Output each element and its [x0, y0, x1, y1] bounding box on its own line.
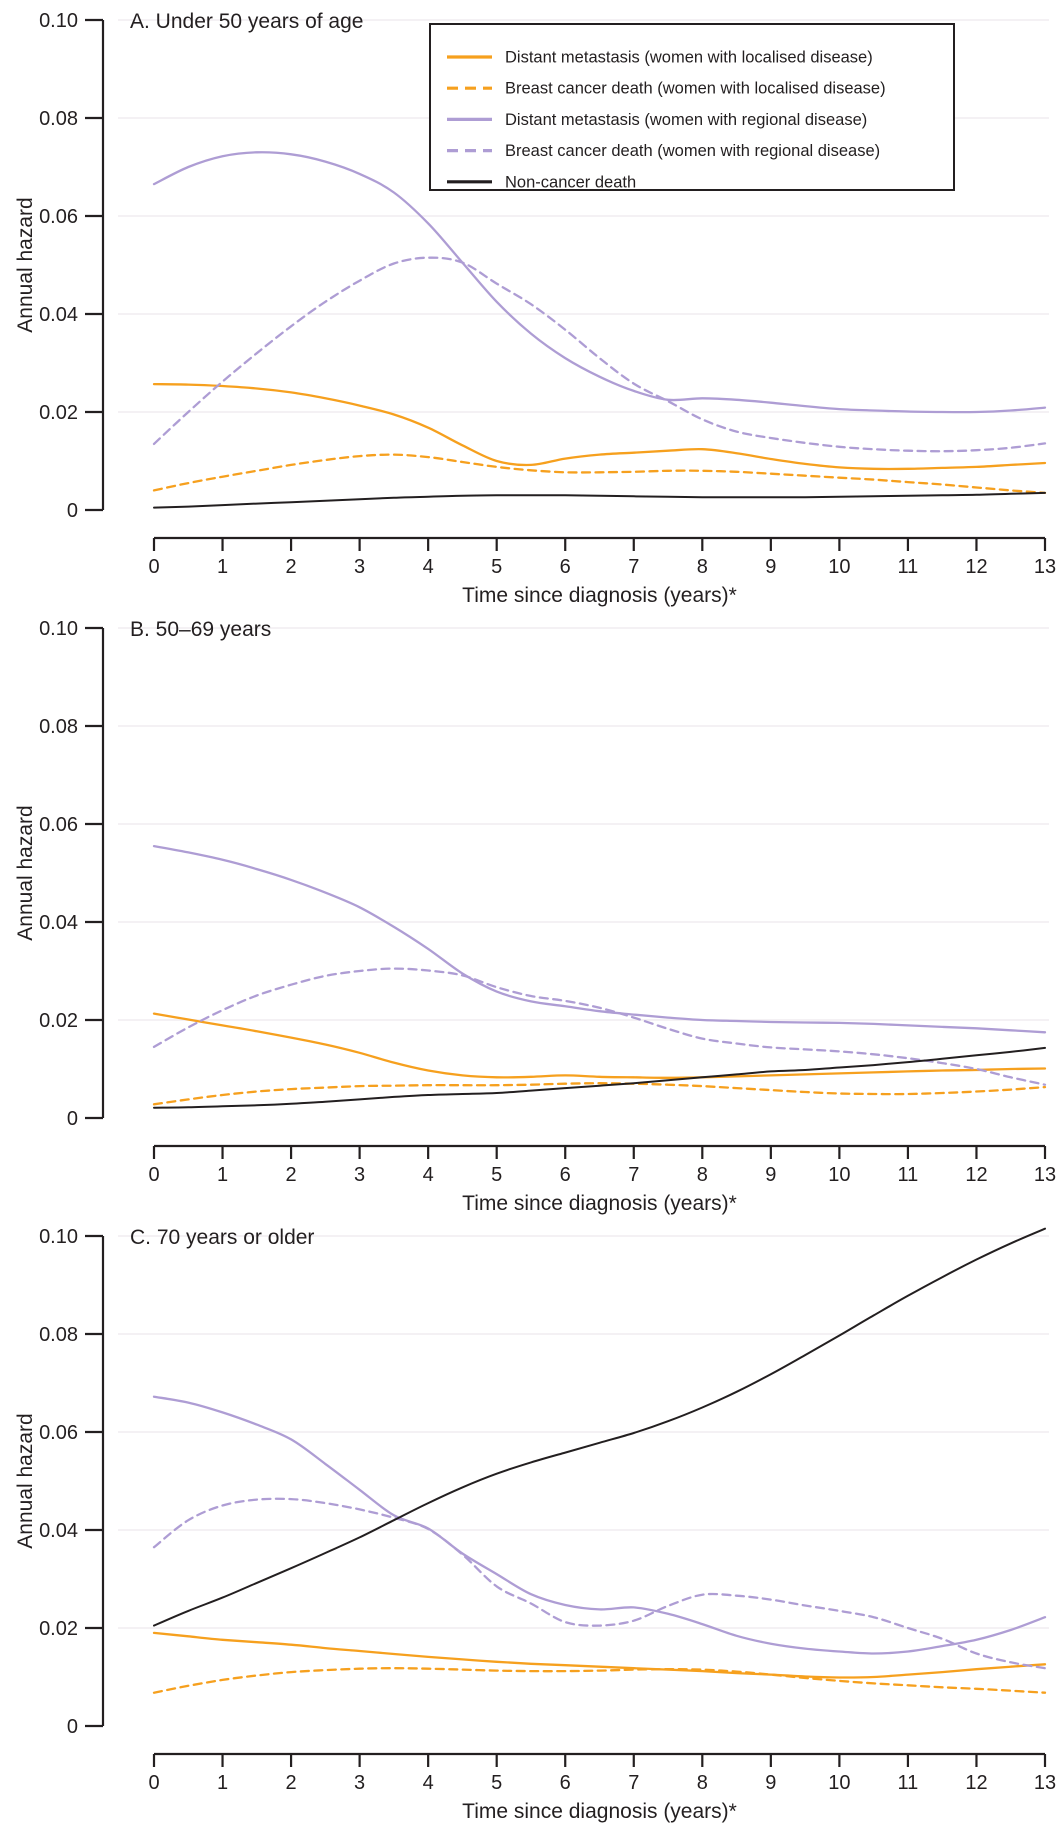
series-line — [152, 1631, 1047, 1679]
x-tick-label: 13 — [1034, 556, 1056, 578]
x-tick-label: 2 — [286, 1772, 297, 1794]
series-line — [152, 844, 1047, 1034]
y-tick-label: 0 — [67, 1716, 78, 1738]
x-tick-label: 4 — [423, 1164, 434, 1186]
series-line — [152, 1667, 1047, 1694]
x-tick-label: 12 — [965, 1164, 987, 1186]
x-tick-label: 8 — [697, 556, 708, 578]
series-line — [152, 453, 1047, 495]
x-tick-label: 10 — [828, 1772, 850, 1794]
x-tick-label: 11 — [898, 556, 919, 578]
y-tick-label: 0.06 — [39, 814, 78, 836]
y-tick-label: 0 — [67, 1108, 78, 1130]
x-axis-title: Time since diagnosis (years)* — [462, 1800, 737, 1823]
x-tick-label: 8 — [697, 1772, 708, 1794]
y-tick-label: 0.02 — [39, 1618, 78, 1640]
x-axis-title: Time since diagnosis (years)* — [462, 1192, 737, 1215]
y-tick-label: 0.10 — [39, 1226, 78, 1248]
y-tick-label: 0.06 — [39, 206, 78, 228]
x-tick-label: 13 — [1034, 1164, 1056, 1186]
x-tick-label: 6 — [560, 1164, 571, 1186]
y-tick-label: 0.02 — [39, 402, 78, 424]
x-tick-label: 3 — [354, 1772, 365, 1794]
x-tick-label: 2 — [286, 556, 297, 578]
x-tick-label: 9 — [765, 1772, 776, 1794]
y-tick-label: 0.04 — [39, 304, 78, 326]
x-tick-label: 7 — [628, 1772, 639, 1794]
panel-a: 0 0.02 0.04 0.06 0.08 0.10 Annual hazard 0 1 2 3 4 5… — [0, 0, 1064, 608]
x-tick-label: 4 — [423, 1772, 434, 1794]
y-tick-label: 0.04 — [39, 912, 78, 934]
x-tick-label: 7 — [628, 1164, 639, 1186]
y-tick-label: 0 — [67, 500, 78, 522]
y-tick-label: 0.02 — [39, 1010, 78, 1032]
x-tick-label: 5 — [491, 1164, 502, 1186]
panel-c: 0 0.02 0.04 0.06 0.08 0.10 Annual hazard 0 1 2 3 4 5… — [0, 1216, 1064, 1824]
x-tick-label: 11 — [898, 1772, 919, 1794]
x-tick-label: 5 — [491, 556, 502, 578]
x-tick-label: 0 — [148, 1772, 159, 1794]
x-tick-label: 13 — [1034, 1772, 1056, 1794]
series-line — [152, 1012, 1047, 1079]
series-line — [153, 1046, 1046, 1109]
x-tick-label: 6 — [560, 1772, 571, 1794]
legend-label: Distant metastasis (women with localised… — [505, 49, 873, 67]
y-tick-label: 0.10 — [39, 10, 78, 32]
panel-title: C. 70 years or older — [130, 1226, 314, 1249]
legend-label: Breast cancer death (women with regional… — [505, 142, 880, 160]
legend-label: Distant metastasis (women with regional … — [505, 111, 867, 129]
series-line — [152, 1082, 1047, 1106]
x-tick-label: 12 — [965, 556, 987, 578]
x-tick-label: 7 — [628, 556, 639, 578]
x-tick-label: 3 — [354, 556, 365, 578]
x-tick-label: 12 — [965, 1772, 987, 1794]
x-tick-label: 1 — [217, 1772, 228, 1794]
series-line — [152, 967, 1047, 1086]
series-line — [152, 382, 1047, 471]
x-tick-label: 10 — [828, 556, 850, 578]
x-tick-label: 4 — [423, 556, 434, 578]
panel-title: B. 50–69 years — [130, 618, 271, 641]
series-line — [153, 491, 1046, 509]
series-line — [152, 1395, 1047, 1655]
legend-label: Non-cancer death — [505, 173, 636, 191]
x-tick-label: 1 — [217, 556, 228, 578]
x-tick-label: 9 — [765, 556, 776, 578]
x-tick-label: 1 — [217, 1164, 228, 1186]
series-line — [152, 1497, 1047, 1670]
y-tick-label: 0.10 — [39, 618, 78, 640]
panel-b: 0 0.02 0.04 0.06 0.08 0.10 Annual hazard 0 1 2 3 4 5… — [0, 608, 1064, 1216]
series-line — [152, 151, 1047, 414]
x-tick-label: 0 — [148, 556, 159, 578]
x-tick-label: 11 — [898, 1164, 919, 1186]
y-axis-title: Annual hazard — [14, 805, 37, 940]
y-tick-label: 0.04 — [39, 1520, 78, 1542]
x-tick-label: 3 — [354, 1164, 365, 1186]
y-axis-title: Annual hazard — [14, 197, 37, 332]
x-tick-label: 2 — [286, 1164, 297, 1186]
y-tick-label: 0.06 — [39, 1422, 78, 1444]
x-tick-label: 9 — [765, 1164, 776, 1186]
x-tick-label: 0 — [148, 1164, 159, 1186]
y-tick-label: 0.08 — [39, 108, 78, 130]
x-tick-label: 5 — [491, 1772, 502, 1794]
series-line — [152, 256, 1047, 453]
x-tick-label: 8 — [697, 1164, 708, 1186]
legend-box — [429, 23, 955, 191]
x-axis-title: Time since diagnosis (years)* — [462, 584, 737, 607]
y-tick-label: 0.08 — [39, 1324, 78, 1346]
legend-label: Breast cancer death (women with localise… — [505, 80, 886, 98]
x-tick-label: 6 — [560, 556, 571, 578]
x-tick-label: 10 — [828, 1164, 850, 1186]
series-line — [153, 1227, 1046, 1627]
y-axis-title: Annual hazard — [14, 1413, 37, 1548]
y-tick-label: 0.08 — [39, 716, 78, 738]
panel-title: A. Under 50 years of age — [130, 10, 363, 33]
